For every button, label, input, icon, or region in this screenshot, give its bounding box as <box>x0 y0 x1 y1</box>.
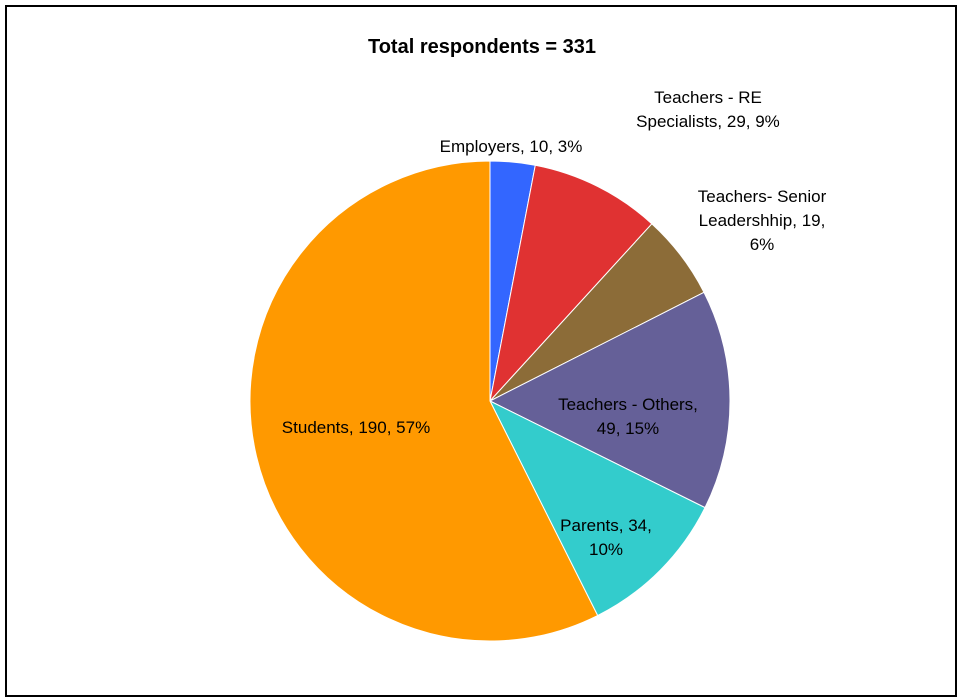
pie-slice-teachers-others <box>488 291 731 509</box>
pie-slice-teachers-re-specialists <box>489 164 653 403</box>
data-label-students: Students, 190, 57% <box>282 418 430 437</box>
pie-slices <box>249 160 731 642</box>
data-label-employers: Employers, 10, 3% <box>440 137 583 156</box>
chart-title: Total respondents = 331 <box>367 36 597 58</box>
pie-slice-students <box>249 160 599 642</box>
pie-labels: Employers, 10, 3% Teachers - RE Specialist… <box>282 88 827 559</box>
data-label-parents: Parents, 34, 10% <box>560 516 652 559</box>
data-label-teachers-others: Teachers - Others, 49, 15% <box>558 395 698 438</box>
data-label-teachers-senior-leadershhip: Teachers- Senior Leadershhip, 19, 6% <box>698 187 827 254</box>
pie-slice-parents <box>488 399 706 617</box>
data-label-teachers-re-specialists: Teachers - RE Specialists, 29, 9% <box>636 88 780 131</box>
